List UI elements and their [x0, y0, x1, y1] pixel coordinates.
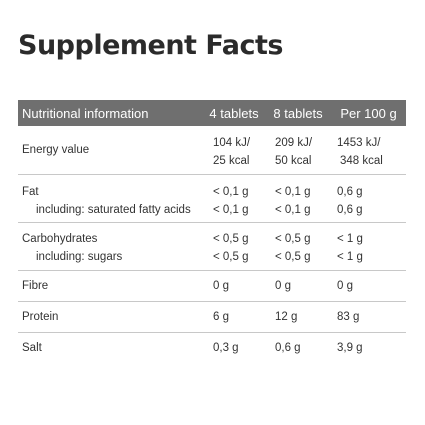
table-row-fibre: Fibre 0 g 0 g 0 g [18, 271, 406, 302]
value-per-100g: 0 g [337, 280, 353, 292]
table-row-protein: Protein 6 g 12 g 83 g [18, 302, 406, 333]
value-8-tablets: < 0,1 g [275, 204, 311, 216]
value-8-tablets: < 0,1 g [275, 186, 311, 198]
value-8-tablets: < 0,5 g [275, 251, 311, 263]
value-per-100g: < 1 g [337, 251, 363, 263]
nutrient-label: Fat [22, 186, 39, 198]
nutrient-label: Protein [22, 311, 59, 323]
value-kj: 209 kJ/ [275, 137, 313, 149]
value-4-tablets: 104 kJ/ 25 kcal [203, 126, 265, 170]
table-row-carbohydrates: Carbohydrates < 0,5 g < 0,5 g < 1 g incl… [18, 223, 406, 271]
nutrient-label: Energy value [22, 144, 90, 156]
value-8-tablets: < 0,5 g [275, 233, 311, 245]
value-8-tablets: 12 g [275, 311, 298, 323]
nutrient-label: Salt [22, 342, 42, 354]
value-4-tablets: < 0,1 g [213, 204, 249, 216]
column-header-8-tablets: 8 tablets [273, 105, 323, 121]
value-4-tablets: < 0,1 g [213, 186, 249, 198]
nutrition-table: Nutritional information 4 tablets 8 tabl… [18, 100, 406, 363]
value-per-100g: 0,6 g [337, 204, 363, 216]
nutrient-sub-label: including: saturated fatty acids [36, 204, 191, 216]
value-kcal: 348 kcal [340, 155, 383, 167]
nutrient-sub-label: including: sugars [36, 251, 123, 263]
column-header-nutrient: Nutritional information [22, 105, 149, 121]
nutrient-label: Fibre [22, 280, 49, 292]
value-per-100g: 3,9 g [337, 342, 363, 354]
value-kj: 104 kJ/ [213, 137, 251, 149]
value-4-tablets: 6 g [213, 311, 229, 323]
value-kcal: 25 kcal [213, 155, 250, 167]
value-8-tablets: 0 g [275, 280, 291, 292]
value-4-tablets: 0,3 g [213, 342, 239, 354]
value-kcal: 50 kcal [275, 155, 312, 167]
table-row-energy: Energy value 104 kJ/ 25 kcal 209 kJ/ 50 … [18, 126, 406, 175]
value-4-tablets: 0 g [213, 280, 229, 292]
value-4-tablets: < 0,5 g [213, 251, 249, 263]
column-header-per-100g: Per 100 g [340, 105, 397, 121]
table-row-fat: Fat < 0,1 g < 0,1 g 0,6 g including: sat… [18, 175, 406, 223]
column-header-4-tablets: 4 tablets [209, 105, 259, 121]
value-8-tablets: 0,6 g [275, 342, 301, 354]
table-row-salt: Salt 0,3 g 0,6 g 3,9 g [18, 333, 406, 363]
table-header: Nutritional information 4 tablets 8 tabl… [18, 100, 406, 126]
page-title: Supplement Facts [18, 30, 283, 61]
value-per-100g: < 1 g [337, 233, 363, 245]
value-kj: 1453 kJ/ [337, 137, 381, 149]
value-per-100g: 83 g [337, 311, 360, 323]
value-8-tablets: 209 kJ/ 50 kcal [265, 126, 331, 170]
value-per-100g: 0,6 g [337, 186, 363, 198]
value-4-tablets: < 0,5 g [213, 233, 249, 245]
nutrient-label: Carbohydrates [22, 233, 98, 245]
value-per-100g: 1453 kJ/ 348 kcal [331, 126, 406, 170]
